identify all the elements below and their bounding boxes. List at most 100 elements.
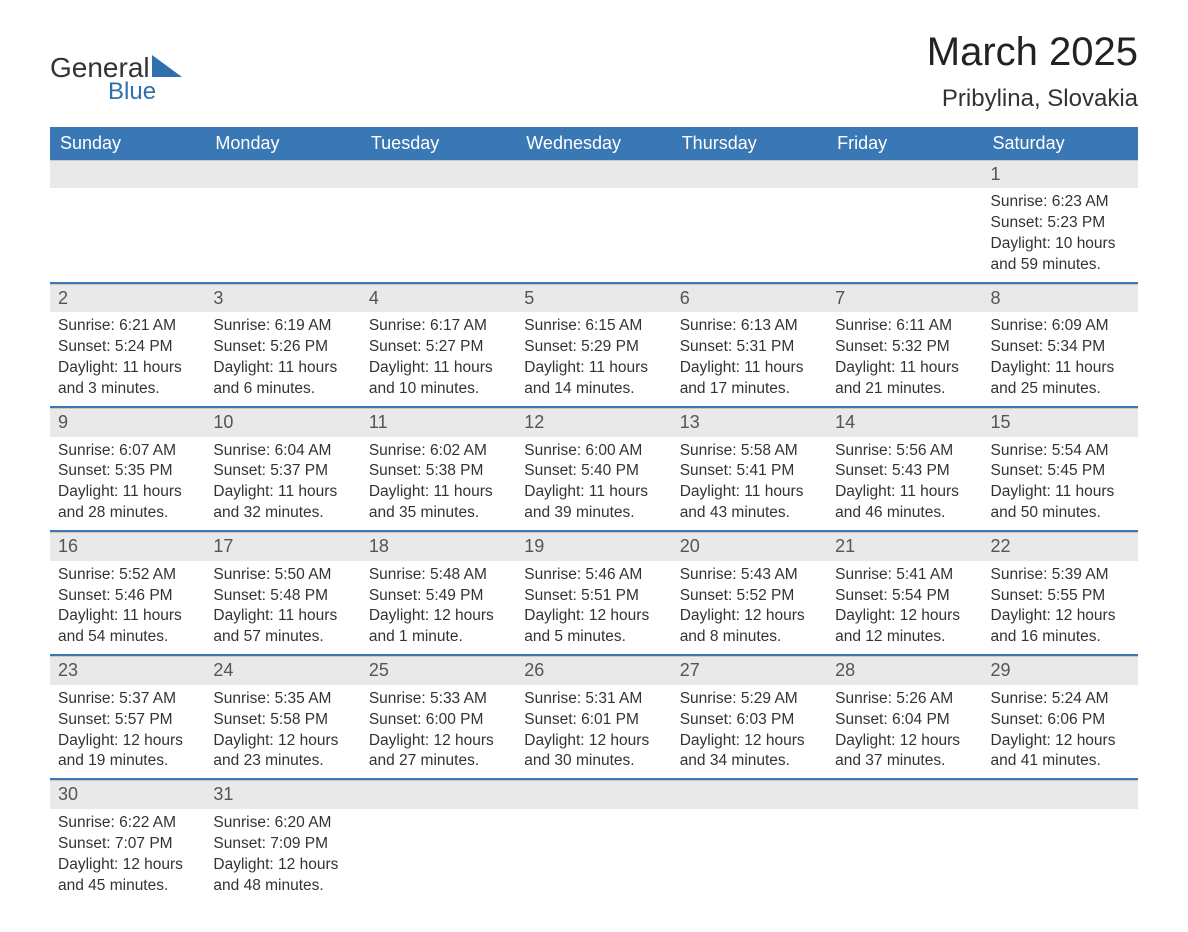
day-content: Sunrise: 5:29 AMSunset: 6:03 PMDaylight:… [672, 685, 827, 779]
calendar-cell [983, 779, 1138, 902]
sunrise-text: Sunrise: 6:19 AM [213, 316, 352, 337]
sunset-text: Sunset: 5:34 PM [991, 337, 1130, 358]
sunset-text: Sunset: 6:03 PM [680, 710, 819, 731]
sunset-text: Sunset: 5:29 PM [524, 337, 663, 358]
calendar-body: 1Sunrise: 6:23 AMSunset: 5:23 PMDaylight… [50, 160, 1138, 902]
day-content: Sunrise: 5:50 AMSunset: 5:48 PMDaylight:… [205, 561, 360, 655]
day-content-empty [516, 188, 671, 268]
day-number: 6 [672, 284, 827, 312]
daylight-text: Daylight: 12 hours and 1 minute. [369, 606, 508, 648]
day-number: 14 [827, 408, 982, 436]
day-content: Sunrise: 5:37 AMSunset: 5:57 PMDaylight:… [50, 685, 205, 779]
day-content-empty [361, 809, 516, 889]
day-content: Sunrise: 5:39 AMSunset: 5:55 PMDaylight:… [983, 561, 1138, 655]
sunset-text: Sunset: 5:51 PM [524, 586, 663, 607]
day-number: 18 [361, 532, 516, 560]
day-content: Sunrise: 5:43 AMSunset: 5:52 PMDaylight:… [672, 561, 827, 655]
calendar-cell [205, 160, 360, 283]
calendar-cell: 26Sunrise: 5:31 AMSunset: 6:01 PMDayligh… [516, 655, 671, 779]
day-number: 26 [516, 656, 671, 684]
sunrise-text: Sunrise: 5:56 AM [835, 441, 974, 462]
sunset-text: Sunset: 6:01 PM [524, 710, 663, 731]
daylight-text: Daylight: 10 hours and 59 minutes. [991, 234, 1130, 276]
sunset-text: Sunset: 5:58 PM [213, 710, 352, 731]
day-content: Sunrise: 5:58 AMSunset: 5:41 PMDaylight:… [672, 437, 827, 531]
daylight-text: Daylight: 11 hours and 17 minutes. [680, 358, 819, 400]
day-content: Sunrise: 6:02 AMSunset: 5:38 PMDaylight:… [361, 437, 516, 531]
sunrise-text: Sunrise: 6:13 AM [680, 316, 819, 337]
day-number-empty [516, 160, 671, 188]
day-content: Sunrise: 6:11 AMSunset: 5:32 PMDaylight:… [827, 312, 982, 406]
sunrise-text: Sunrise: 5:39 AM [991, 565, 1130, 586]
daylight-text: Daylight: 11 hours and 43 minutes. [680, 482, 819, 524]
calendar-cell: 10Sunrise: 6:04 AMSunset: 5:37 PMDayligh… [205, 407, 360, 531]
day-number-empty [361, 160, 516, 188]
logo-blue: Blue [108, 80, 182, 104]
calendar-cell [516, 160, 671, 283]
day-number-empty [672, 780, 827, 808]
day-content: Sunrise: 6:07 AMSunset: 5:35 PMDaylight:… [50, 437, 205, 531]
day-number: 12 [516, 408, 671, 436]
sunrise-text: Sunrise: 5:48 AM [369, 565, 508, 586]
day-number-empty [50, 160, 205, 188]
calendar-cell [361, 160, 516, 283]
sunset-text: Sunset: 5:55 PM [991, 586, 1130, 607]
calendar-cell: 22Sunrise: 5:39 AMSunset: 5:55 PMDayligh… [983, 531, 1138, 655]
day-number: 15 [983, 408, 1138, 436]
calendar-cell: 9Sunrise: 6:07 AMSunset: 5:35 PMDaylight… [50, 407, 205, 531]
day-content: Sunrise: 5:26 AMSunset: 6:04 PMDaylight:… [827, 685, 982, 779]
day-number: 20 [672, 532, 827, 560]
logo-text: General Blue [50, 52, 182, 104]
title-block: March 2025 Pribylina, Slovakia [927, 30, 1138, 121]
daylight-text: Daylight: 12 hours and 48 minutes. [213, 855, 352, 897]
day-number: 9 [50, 408, 205, 436]
sunrise-text: Sunrise: 6:11 AM [835, 316, 974, 337]
sunrise-text: Sunrise: 6:22 AM [58, 813, 197, 834]
daylight-text: Daylight: 11 hours and 57 minutes. [213, 606, 352, 648]
day-header: Tuesday [361, 127, 516, 160]
sunrise-text: Sunrise: 6:21 AM [58, 316, 197, 337]
calendar-cell: 14Sunrise: 5:56 AMSunset: 5:43 PMDayligh… [827, 407, 982, 531]
daylight-text: Daylight: 11 hours and 39 minutes. [524, 482, 663, 524]
day-content: Sunrise: 6:22 AMSunset: 7:07 PMDaylight:… [50, 809, 205, 903]
daylight-text: Daylight: 12 hours and 19 minutes. [58, 731, 197, 773]
day-number: 28 [827, 656, 982, 684]
day-header: Saturday [983, 127, 1138, 160]
day-number: 29 [983, 656, 1138, 684]
day-content: Sunrise: 6:09 AMSunset: 5:34 PMDaylight:… [983, 312, 1138, 406]
sunset-text: Sunset: 5:48 PM [213, 586, 352, 607]
sunset-text: Sunset: 5:23 PM [991, 213, 1130, 234]
day-number: 27 [672, 656, 827, 684]
day-header: Sunday [50, 127, 205, 160]
sunrise-text: Sunrise: 5:31 AM [524, 689, 663, 710]
daylight-text: Daylight: 12 hours and 12 minutes. [835, 606, 974, 648]
day-content: Sunrise: 5:24 AMSunset: 6:06 PMDaylight:… [983, 685, 1138, 779]
daylight-text: Daylight: 12 hours and 30 minutes. [524, 731, 663, 773]
day-header: Wednesday [516, 127, 671, 160]
daylight-text: Daylight: 11 hours and 28 minutes. [58, 482, 197, 524]
sunset-text: Sunset: 6:06 PM [991, 710, 1130, 731]
sunrise-text: Sunrise: 5:24 AM [991, 689, 1130, 710]
day-number-empty [983, 780, 1138, 808]
sunrise-text: Sunrise: 5:46 AM [524, 565, 663, 586]
day-content-empty [516, 809, 671, 889]
day-number-empty [827, 780, 982, 808]
daylight-text: Daylight: 11 hours and 3 minutes. [58, 358, 197, 400]
daylight-text: Daylight: 11 hours and 32 minutes. [213, 482, 352, 524]
day-header: Friday [827, 127, 982, 160]
sunset-text: Sunset: 5:45 PM [991, 461, 1130, 482]
calendar-cell: 23Sunrise: 5:37 AMSunset: 5:57 PMDayligh… [50, 655, 205, 779]
daylight-text: Daylight: 12 hours and 37 minutes. [835, 731, 974, 773]
day-number: 16 [50, 532, 205, 560]
sunset-text: Sunset: 5:57 PM [58, 710, 197, 731]
day-number: 25 [361, 656, 516, 684]
day-content: Sunrise: 5:31 AMSunset: 6:01 PMDaylight:… [516, 685, 671, 779]
sunrise-text: Sunrise: 5:35 AM [213, 689, 352, 710]
daylight-text: Daylight: 11 hours and 54 minutes. [58, 606, 197, 648]
sunrise-text: Sunrise: 5:50 AM [213, 565, 352, 586]
daylight-text: Daylight: 11 hours and 14 minutes. [524, 358, 663, 400]
day-content: Sunrise: 5:35 AMSunset: 5:58 PMDaylight:… [205, 685, 360, 779]
sunrise-text: Sunrise: 5:41 AM [835, 565, 974, 586]
day-content: Sunrise: 6:23 AMSunset: 5:23 PMDaylight:… [983, 188, 1138, 282]
sunrise-text: Sunrise: 6:15 AM [524, 316, 663, 337]
